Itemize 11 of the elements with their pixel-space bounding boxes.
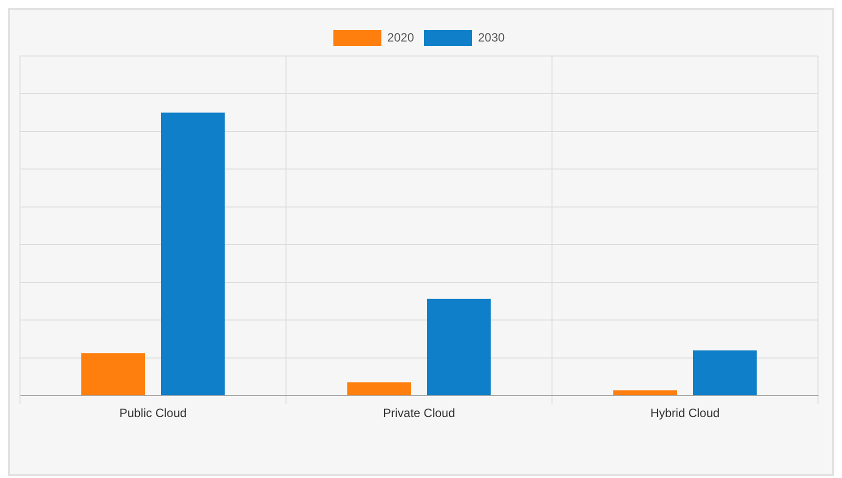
bar bbox=[692, 350, 757, 396]
legend-label: 2030 bbox=[478, 30, 506, 44]
bar bbox=[426, 298, 491, 396]
bar bbox=[613, 390, 678, 396]
bar bbox=[160, 112, 225, 396]
x-tick-label: Private Cloud bbox=[382, 406, 456, 420]
legend-label: 2020 bbox=[387, 30, 414, 44]
bar bbox=[347, 382, 412, 396]
bar bbox=[81, 353, 146, 396]
x-tick-label: Hybrid Cloud bbox=[650, 406, 720, 420]
x-tick-label: Public Cloud bbox=[119, 406, 187, 420]
